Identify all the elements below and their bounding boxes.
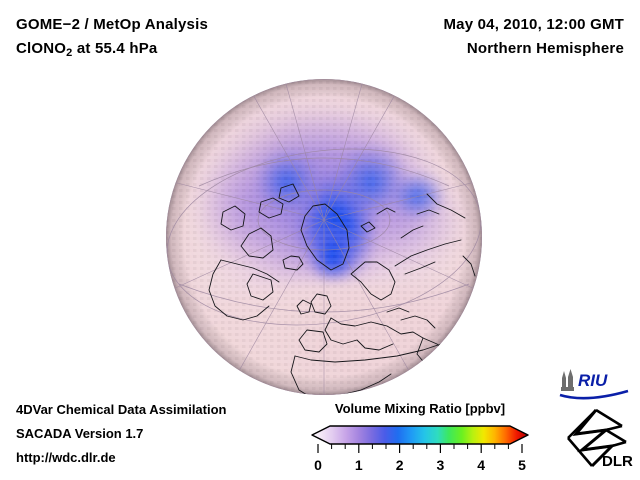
colorbar-tick-label: 5 [518, 457, 526, 473]
species-level: at 55.4 hPa [72, 40, 158, 57]
species-subscript: 2 [66, 47, 73, 59]
dlr-logo-text: DLR [602, 453, 633, 470]
page-title-species: ClONO2 at 55.4 hPa [16, 40, 157, 59]
cathedral-towers-icon [561, 369, 574, 391]
coastlines [208, 183, 476, 395]
colorbar-tick-labels: 0 1 2 3 4 5 [314, 457, 526, 473]
footer-version: SACADA Version 1.7 [16, 426, 144, 441]
colorbar-ramp [311, 425, 529, 445]
colorbar-tick-label: 2 [396, 457, 404, 473]
colorbar-tick-label: 3 [437, 457, 445, 473]
riu-swoosh [559, 389, 629, 400]
colorbar-svg: 0 1 2 3 4 5 [311, 425, 529, 473]
footer-method: 4DVar Chemical Data Assimilation [16, 402, 227, 417]
dlr-mark-icon [567, 408, 627, 468]
dlr-logo-svg: DLR [567, 408, 633, 470]
footer-url[interactable]: http://wdc.dlr.de [16, 450, 116, 465]
colorbar-title: Volume Mixing Ratio [ppbv] [334, 401, 506, 416]
globe-map [165, 78, 483, 396]
species-name: ClONO [16, 40, 67, 57]
graticule [166, 79, 482, 395]
analysis-region: Northern Hemisphere [466, 40, 624, 57]
dlr-logo: DLR [562, 408, 634, 470]
page-title-instrument: GOME−2 / MetOp Analysis [16, 16, 209, 33]
colorbar-tick-label: 0 [314, 457, 322, 473]
riu-logo-svg: RIU [559, 369, 629, 400]
colorbar-ticks [317, 444, 523, 453]
colorbar-tick-label: 4 [477, 457, 485, 473]
riu-logo: RIU [556, 368, 634, 402]
analysis-datetime: May 04, 2010, 12:00 GMT [443, 16, 624, 33]
globe-svg [166, 79, 482, 395]
colorbar-tick-label: 1 [355, 457, 363, 473]
colorbar: 0 1 2 3 4 5 [300, 420, 540, 476]
riu-logo-text: RIU [578, 371, 608, 390]
